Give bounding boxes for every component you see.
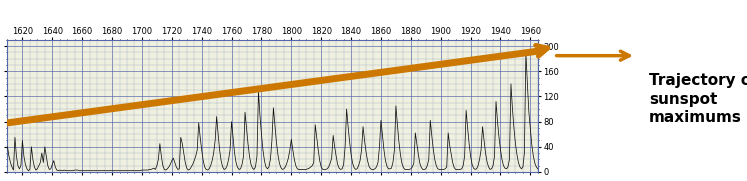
Text: Trajectory of
sunspot
maximums: Trajectory of sunspot maximums (649, 73, 747, 125)
